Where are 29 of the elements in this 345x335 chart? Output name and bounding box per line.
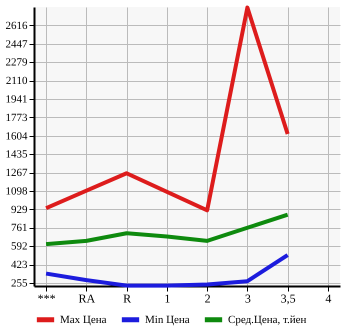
y-tick-label: 2616 — [6, 20, 28, 32]
x-tick-label: RA — [78, 292, 96, 306]
y-tick-label: 1604 — [6, 130, 28, 142]
x-tick-label: *** — [38, 292, 56, 306]
legend-label: Сред.Цена, т.йен — [228, 314, 307, 326]
y-tick-label: 1098 — [6, 185, 28, 198]
y-tick-label: 2110 — [6, 75, 28, 88]
y-tick-label: 929 — [11, 204, 28, 216]
y-tick-label: 761 — [11, 222, 28, 234]
y-tick-label: 1435 — [6, 148, 28, 161]
x-tick-label: 3 — [244, 292, 251, 306]
x-tick-label: 1 — [164, 292, 170, 306]
y-tick-label: 423 — [11, 259, 28, 272]
y-tick-label: 2279 — [6, 56, 28, 69]
line-series — [44, 253, 290, 288]
legend-label: Min Цена — [145, 314, 190, 326]
x-tick-label: 3,5 — [280, 292, 296, 306]
line-series — [44, 212, 290, 246]
legend-label: Max Цена — [60, 314, 107, 326]
y-tick-label: 1267 — [6, 167, 28, 180]
line-series — [44, 6, 290, 212]
y-tick-label: 255 — [11, 277, 28, 290]
x-tick-label: 4 — [325, 292, 332, 306]
y-tick-label: 1773 — [6, 112, 28, 124]
y-tick-label: 1941 — [6, 94, 28, 106]
x-tick-label: R — [123, 292, 132, 306]
y-tick-label: 2447 — [6, 38, 28, 50]
x-tick-label: 2 — [204, 292, 211, 306]
y-tick-label: 592 — [11, 240, 28, 253]
